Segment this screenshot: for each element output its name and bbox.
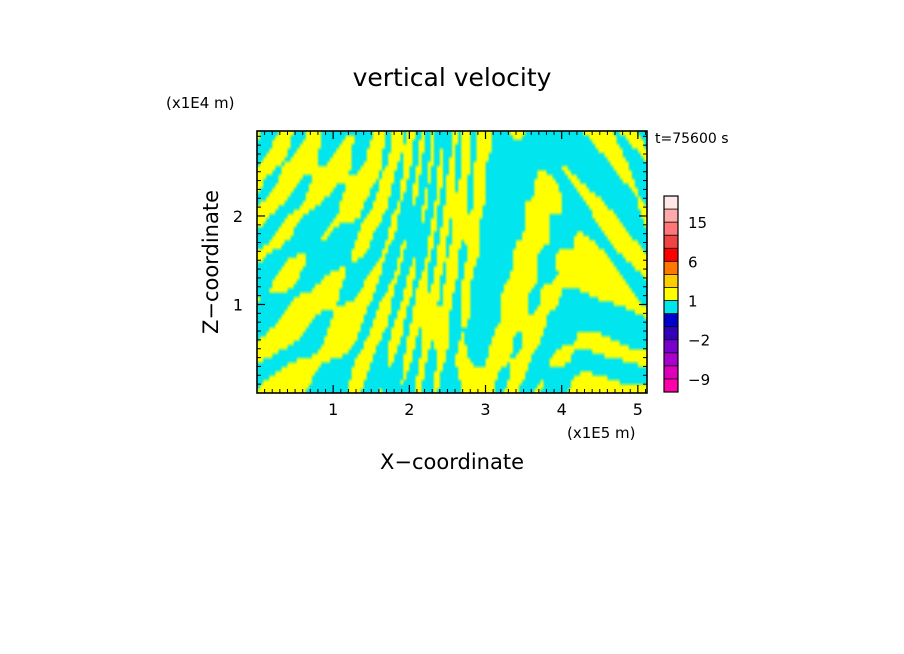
- colorbar-swatch: [664, 274, 678, 288]
- time-label: t=75600 s: [655, 131, 729, 147]
- colorbar-label: 6: [688, 253, 698, 271]
- heatmap-raster: [257, 131, 647, 393]
- y-axis-label: Z−coordinate: [199, 190, 223, 334]
- colorbar-swatch: [664, 196, 678, 210]
- heatmap-field: [257, 131, 647, 393]
- colorbar-label: −2: [688, 332, 710, 350]
- x-axis-ticks: 1 2 3 4 5: [328, 131, 643, 419]
- minor-ticks: [257, 131, 647, 393]
- colorbar-swatch: [664, 209, 678, 223]
- colorbar: [663, 195, 679, 393]
- colorbar-labels: −9 −2 1 6 15: [688, 214, 710, 389]
- colorbar-swatch: [664, 235, 678, 249]
- y-axis-ticks: 12: [233, 207, 647, 314]
- colorbar-label: 1: [688, 293, 698, 311]
- x-tick-label: 2: [404, 400, 414, 419]
- x-tick-label: 5: [633, 400, 643, 419]
- colorbar-frame: [663, 195, 679, 393]
- colorbar-swatch: [664, 313, 678, 327]
- colorbar-swatch: [664, 365, 678, 379]
- x-tick-label: 3: [480, 400, 490, 419]
- plot-frame: [256, 130, 648, 394]
- colorbar-label: 15: [688, 214, 707, 232]
- colorbar-swatch: [664, 287, 678, 301]
- colorbar-swatch: [664, 326, 678, 340]
- colorbar-swatch: [664, 300, 678, 314]
- colorbar-swatch: [664, 352, 678, 366]
- chart-title: vertical velocity: [353, 63, 552, 92]
- y-tick-label: 2: [233, 207, 243, 226]
- colorbar-swatch: [664, 378, 678, 392]
- x-axis-label: X−coordinate: [380, 450, 524, 474]
- x-axis-unit: (x1E5 m): [567, 424, 636, 442]
- y-axis-unit: (x1E4 m): [166, 94, 235, 112]
- x-tick-label: 4: [557, 400, 567, 419]
- y-tick-label: 1: [233, 295, 243, 314]
- x-tick-label: 1: [328, 400, 338, 419]
- colorbar-swatch: [664, 261, 678, 275]
- colorbar-swatch: [664, 248, 678, 262]
- colorbar-swatch: [664, 339, 678, 353]
- colorbar-swatch: [664, 222, 678, 236]
- colorbar-label: −9: [688, 371, 710, 389]
